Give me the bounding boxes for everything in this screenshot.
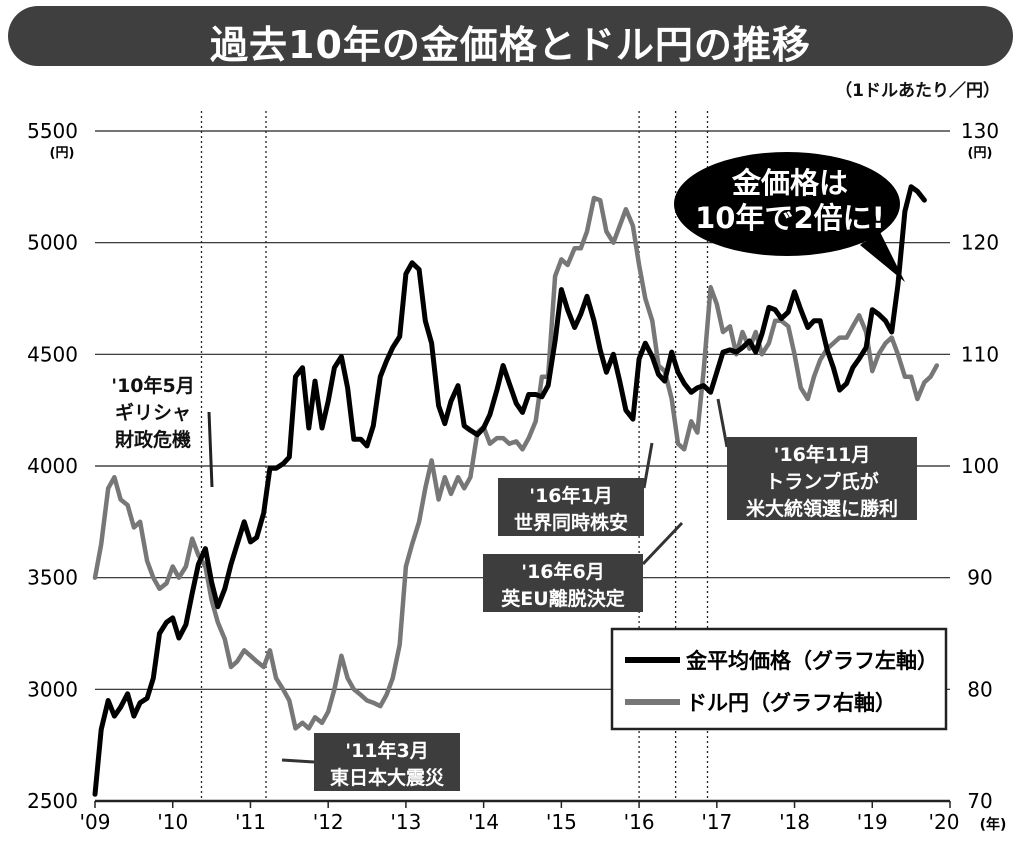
event-label: 財政危機 <box>115 428 191 451</box>
left-tick-label: 5000 <box>27 231 78 255</box>
x-tick-label: '16 <box>624 810 655 834</box>
annotation-text: 10年で2倍に! <box>695 201 885 235</box>
right-tick-label: 100 <box>961 454 999 478</box>
legend-label: 金平均価格（グラフ左軸） <box>685 649 938 673</box>
x-tick-label: '12 <box>313 810 344 834</box>
left-tick-label: 2500 <box>27 789 78 813</box>
event-label: ギリシャ <box>115 402 191 424</box>
left-tick-label: 4500 <box>27 342 78 366</box>
chart-title: 過去10年の金価格とドル円の推移 <box>210 23 811 67</box>
event-callout-pointer <box>281 758 315 764</box>
event-label: 米大統領選に勝利 <box>746 497 898 520</box>
event-label: '16年11月 <box>774 443 871 466</box>
event-label: 世界同時株安 <box>514 511 628 534</box>
event-callout-pointer <box>716 398 729 448</box>
right-tick-label: 120 <box>961 231 999 255</box>
x-axis-unit: (年) <box>980 816 1007 833</box>
event-callout-box <box>314 733 460 791</box>
left-tick-label: 3500 <box>27 566 78 590</box>
right-axis-unit: (円) <box>968 146 993 161</box>
x-tick-label: '10 <box>157 810 188 834</box>
event-label: 東日本大震災 <box>330 766 445 789</box>
annotation-bubble <box>674 152 900 256</box>
x-tick-label: '11 <box>235 810 266 834</box>
left-tick-label: 3000 <box>27 677 78 701</box>
event-label: '16年1月 <box>529 484 612 507</box>
x-tick-label: '17 <box>701 810 732 834</box>
x-tick-label: '09 <box>80 810 111 834</box>
event-label: '16年6月 <box>521 560 604 583</box>
legend-box <box>610 627 948 731</box>
legend-label: ドル円（グラフ右軸） <box>686 691 896 715</box>
right-tick-label: 90 <box>967 566 992 590</box>
event-label: 英EU離脱決定 <box>501 587 624 610</box>
event-label: '10年5月 <box>111 374 194 397</box>
event-label: トランプ氏が <box>765 470 878 493</box>
right-tick-label: 80 <box>967 677 992 701</box>
x-tick-label: '15 <box>546 810 577 834</box>
x-tick-label: '14 <box>468 810 499 834</box>
event-callout-box <box>483 554 643 612</box>
right-tick-label: 70 <box>967 789 992 813</box>
right-tick-label: 110 <box>961 342 999 366</box>
event-callout-box <box>727 437 917 520</box>
event-label: '11年3月 <box>345 739 428 762</box>
left-tick-label: 4000 <box>27 454 78 478</box>
right-tick-label: 130 <box>961 119 999 143</box>
x-tick-label: '20 <box>929 810 960 834</box>
left-tick-label: 5500 <box>27 119 78 143</box>
annotation-bubble-tail <box>860 232 905 282</box>
event-callout-box <box>498 478 644 536</box>
event-callout-pointer <box>207 411 214 488</box>
title-banner: 過去10年の金価格とドル円の推移 <box>8 6 1013 67</box>
x-tick-label: '13 <box>390 810 421 834</box>
left-axis-unit: (円) <box>50 146 75 161</box>
gold-price-line <box>92 184 927 797</box>
unit-note: （1ドルあたり／円） <box>835 81 1000 101</box>
x-tick-label: '18 <box>779 810 810 834</box>
event-callout-pointer <box>642 442 654 489</box>
event-callout-pointer <box>641 521 684 566</box>
usd-jpy-line <box>92 195 940 731</box>
annotation-text: 金価格は <box>731 166 848 200</box>
x-tick-label: '19 <box>857 810 888 834</box>
